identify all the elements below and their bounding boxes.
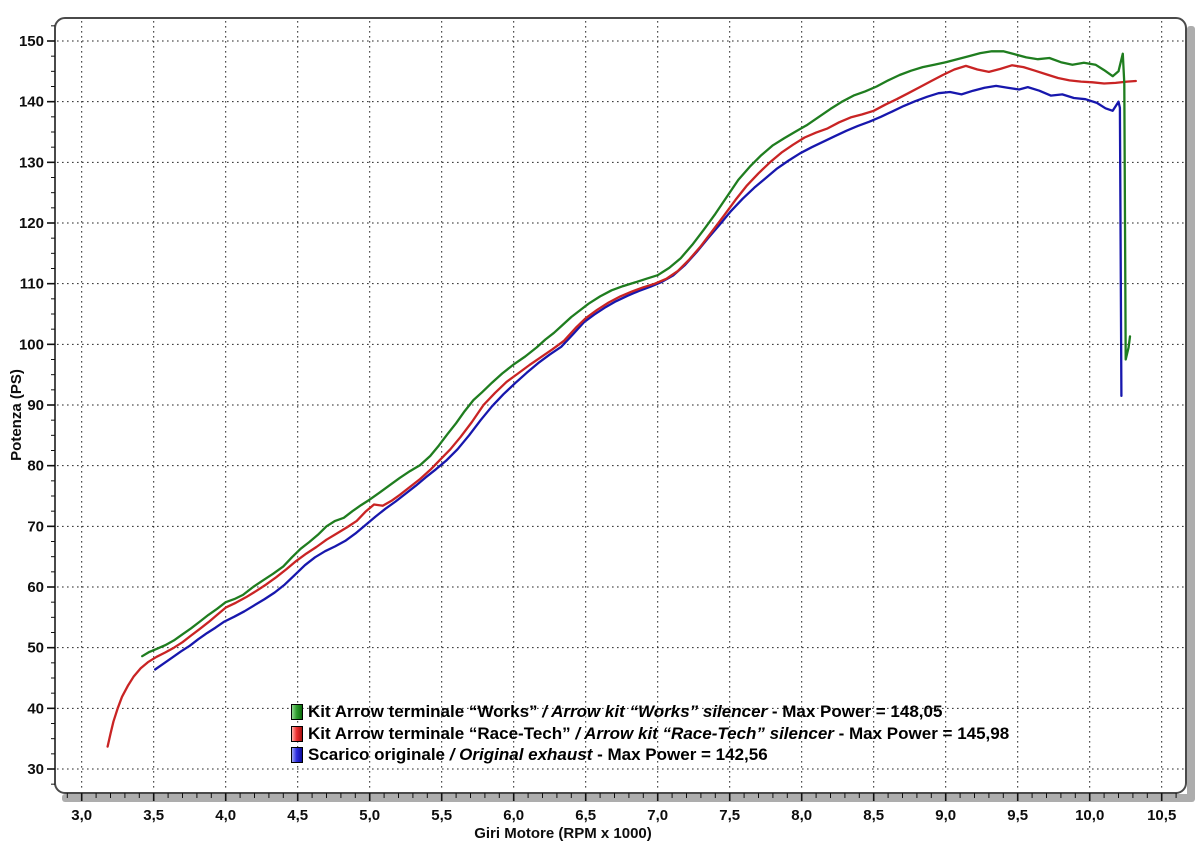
legend-item-race-tech: Kit Arrow terminale “Race-Tech” / Arrow … xyxy=(291,723,1009,745)
series-works-line xyxy=(141,50,1132,658)
y-tick-label: 30 xyxy=(27,761,44,778)
y-tick-label: 40 xyxy=(27,700,44,717)
x-tick-labels: 3,0 3,5 4,0 4,5 5,0 5,5 6,0 6,5 7,0 7,5 8,0 8,5 9,0 9… xyxy=(71,807,1176,824)
x-tick-label: 5,5 xyxy=(431,807,452,824)
x-tick-label: 4,0 xyxy=(215,807,236,824)
y-tick-labels: 30 40 50 60 70 80 90 100 110 120 130 140 150 xyxy=(19,33,44,778)
x-tick-label: 10,0 xyxy=(1075,807,1104,824)
y-tick-label: 130 xyxy=(19,154,44,171)
x-tick-label: 3,0 xyxy=(71,807,92,824)
x-tick-label: 8,5 xyxy=(863,807,884,824)
chart-legend: Kit Arrow terminale “Works” / Arrow kit … xyxy=(291,701,1009,766)
chart-built-layers: 3,0 3,5 4,0 4,5 5,0 5,5 6,0 6,5 7,0 7,5 8,0 8,5 9,0 9… xyxy=(19,17,1195,824)
y-axis-title: Potenza (PS) xyxy=(8,369,25,461)
legend-label-works: Kit Arrow terminale “Works” / Arrow kit … xyxy=(308,701,943,721)
x-tick-label: 3,5 xyxy=(143,807,164,824)
y-tick-label: 120 xyxy=(19,215,44,232)
legend-swatch-race-tech-icon xyxy=(291,725,303,742)
x-tick-label: 10,5 xyxy=(1147,807,1176,824)
y-tick-label: 110 xyxy=(20,276,44,293)
x-tick-label: 9,0 xyxy=(935,807,956,824)
series-original-exhaust-line xyxy=(153,84,1123,671)
x-axis-title: Giri Motore (RPM x 1000) xyxy=(474,825,652,842)
series-race-tech-line xyxy=(106,64,1137,748)
y-tick-label: 60 xyxy=(27,579,44,596)
y-tick-label: 140 xyxy=(19,94,44,111)
legend-item-works: Kit Arrow terminale “Works” / Arrow kit … xyxy=(291,701,1009,723)
y-tick-label: 70 xyxy=(27,518,44,535)
y-tick-label: 150 xyxy=(19,33,44,50)
y-axis-ticks xyxy=(47,25,55,785)
y-tick-label: 90 xyxy=(27,397,44,414)
x-tick-label: 9,5 xyxy=(1007,807,1028,824)
legend-label-race-tech: Kit Arrow terminale “Race-Tech” / Arrow … xyxy=(308,723,1010,743)
y-tick-label: 50 xyxy=(27,640,44,657)
y-tick-label: 80 xyxy=(27,458,44,475)
x-tick-label: 7,5 xyxy=(719,807,740,824)
y-tick-label: 100 xyxy=(19,336,44,353)
x-tick-label: 6,0 xyxy=(503,807,524,824)
plot-frame xyxy=(54,17,1187,794)
x-tick-label: 7,0 xyxy=(647,807,668,824)
x-axis-ticks xyxy=(66,793,1177,801)
legend-swatch-works-icon xyxy=(291,703,303,720)
legend-label-original-exhaust: Scarico originale / Original exhaust - M… xyxy=(308,745,768,765)
grid xyxy=(57,21,1184,791)
legend-swatch-original-exhaust-icon xyxy=(291,747,303,764)
x-tick-label: 6,5 xyxy=(575,807,596,824)
x-tick-label: 5,0 xyxy=(359,807,380,824)
legend-item-original-exhaust: Scarico originale / Original exhaust - M… xyxy=(291,744,1009,766)
x-tick-label: 8,0 xyxy=(791,807,812,824)
x-tick-label: 4,5 xyxy=(287,807,308,824)
